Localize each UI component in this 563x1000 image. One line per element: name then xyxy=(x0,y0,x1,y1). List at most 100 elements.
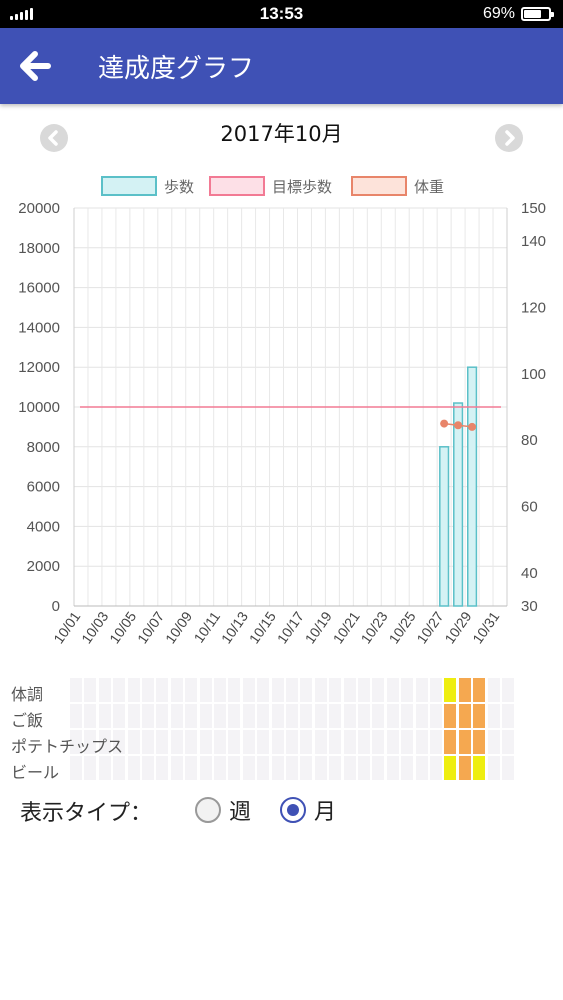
condition-cell[interactable] xyxy=(228,704,241,728)
condition-cell[interactable] xyxy=(430,704,442,728)
condition-cell[interactable] xyxy=(430,730,442,754)
condition-cell[interactable] xyxy=(170,730,183,754)
condition-cell[interactable] xyxy=(329,678,342,702)
condition-cell[interactable] xyxy=(487,704,500,728)
condition-cell[interactable] xyxy=(257,756,270,780)
condition-cell[interactable] xyxy=(372,756,385,780)
condition-cell[interactable] xyxy=(401,678,414,702)
condition-cell[interactable] xyxy=(271,730,284,754)
back-arrow-icon[interactable] xyxy=(16,47,54,85)
condition-cell[interactable] xyxy=(142,756,154,780)
condition-cell[interactable] xyxy=(444,756,457,780)
condition-cell[interactable] xyxy=(473,730,486,754)
condition-cell[interactable] xyxy=(343,678,356,702)
condition-cell[interactable] xyxy=(257,678,270,702)
condition-cell[interactable] xyxy=(271,678,284,702)
condition-cell[interactable] xyxy=(170,756,183,780)
condition-cell[interactable] xyxy=(113,756,126,780)
condition-cell[interactable] xyxy=(386,704,399,728)
radio-month-icon[interactable] xyxy=(280,797,306,823)
condition-cell[interactable] xyxy=(343,704,356,728)
condition-cell[interactable] xyxy=(228,756,241,780)
condition-cell[interactable] xyxy=(98,704,111,728)
condition-cell[interactable] xyxy=(70,678,82,702)
condition-cell[interactable] xyxy=(300,678,313,702)
condition-cell[interactable] xyxy=(70,756,82,780)
radio-week-icon[interactable] xyxy=(195,797,221,823)
condition-cell[interactable] xyxy=(329,704,342,728)
condition-cell[interactable] xyxy=(372,704,385,728)
condition-cell[interactable] xyxy=(70,704,82,728)
condition-cell[interactable] xyxy=(300,704,313,728)
condition-cell[interactable] xyxy=(358,678,370,702)
condition-cell[interactable] xyxy=(372,678,385,702)
condition-cell[interactable] xyxy=(199,704,212,728)
condition-cell[interactable] xyxy=(430,756,442,780)
condition-cell[interactable] xyxy=(84,678,97,702)
condition-cell[interactable] xyxy=(127,704,140,728)
condition-cell[interactable] xyxy=(444,704,457,728)
condition-cell[interactable] xyxy=(401,704,414,728)
condition-cell[interactable] xyxy=(458,730,471,754)
condition-cell[interactable] xyxy=(401,756,414,780)
condition-cell[interactable] xyxy=(502,730,514,754)
condition-cell[interactable] xyxy=(502,704,514,728)
condition-cell[interactable] xyxy=(242,730,255,754)
condition-cell[interactable] xyxy=(300,730,313,754)
radio-option-month[interactable]: 月 xyxy=(280,793,336,827)
condition-cell[interactable] xyxy=(358,756,370,780)
condition-cell[interactable] xyxy=(329,756,342,780)
condition-cell[interactable] xyxy=(156,704,169,728)
condition-cell[interactable] xyxy=(127,678,140,702)
condition-cell[interactable] xyxy=(84,730,97,754)
condition-cell[interactable] xyxy=(358,704,370,728)
condition-cell[interactable] xyxy=(473,756,486,780)
condition-cell[interactable] xyxy=(386,756,399,780)
condition-cell[interactable] xyxy=(487,756,500,780)
condition-cell[interactable] xyxy=(127,730,140,754)
condition-cell[interactable] xyxy=(286,678,298,702)
condition-cell[interactable] xyxy=(156,730,169,754)
condition-cell[interactable] xyxy=(286,704,298,728)
condition-cell[interactable] xyxy=(156,756,169,780)
condition-cell[interactable] xyxy=(286,730,298,754)
condition-cell[interactable] xyxy=(415,730,428,754)
prev-month-button[interactable] xyxy=(40,124,68,152)
condition-cell[interactable] xyxy=(271,756,284,780)
next-month-button[interactable] xyxy=(495,124,523,152)
condition-cell[interactable] xyxy=(98,730,111,754)
condition-cell[interactable] xyxy=(502,756,514,780)
condition-cell[interactable] xyxy=(458,704,471,728)
condition-cell[interactable] xyxy=(228,678,241,702)
condition-cell[interactable] xyxy=(271,704,284,728)
condition-cell[interactable] xyxy=(214,756,226,780)
condition-cell[interactable] xyxy=(386,678,399,702)
condition-cell[interactable] xyxy=(257,730,270,754)
condition-cell[interactable] xyxy=(156,678,169,702)
condition-cell[interactable] xyxy=(401,730,414,754)
condition-cell[interactable] xyxy=(487,730,500,754)
condition-cell[interactable] xyxy=(242,756,255,780)
condition-cell[interactable] xyxy=(358,730,370,754)
condition-cell[interactable] xyxy=(142,704,154,728)
condition-cell[interactable] xyxy=(386,730,399,754)
condition-cell[interactable] xyxy=(415,756,428,780)
condition-cell[interactable] xyxy=(70,730,82,754)
condition-cell[interactable] xyxy=(214,730,226,754)
condition-cell[interactable] xyxy=(142,678,154,702)
condition-cell[interactable] xyxy=(444,730,457,754)
condition-cell[interactable] xyxy=(286,756,298,780)
condition-cell[interactable] xyxy=(127,756,140,780)
condition-cell[interactable] xyxy=(84,704,97,728)
condition-cell[interactable] xyxy=(185,730,198,754)
condition-cell[interactable] xyxy=(185,704,198,728)
condition-cell[interactable] xyxy=(300,756,313,780)
condition-cell[interactable] xyxy=(199,730,212,754)
condition-cell[interactable] xyxy=(314,730,327,754)
condition-cell[interactable] xyxy=(199,756,212,780)
condition-cell[interactable] xyxy=(458,678,471,702)
condition-cell[interactable] xyxy=(199,678,212,702)
condition-cell[interactable] xyxy=(170,704,183,728)
radio-option-week[interactable]: 週 xyxy=(195,793,251,827)
condition-cell[interactable] xyxy=(329,730,342,754)
